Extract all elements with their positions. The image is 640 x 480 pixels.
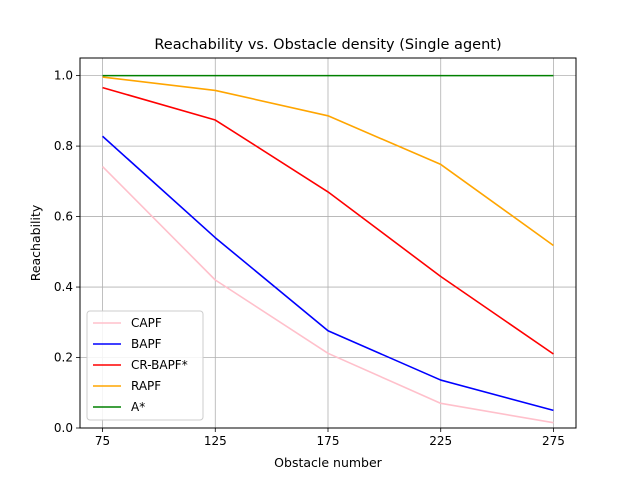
legend-label-rapf: RAPF <box>131 379 161 393</box>
y-tick-label: 0.8 <box>54 139 73 153</box>
x-tick-label: 275 <box>542 434 565 448</box>
legend-box <box>86 310 204 421</box>
y-tick-label: 0.6 <box>54 210 73 224</box>
x-tick-label: 75 <box>95 434 110 448</box>
series-lines <box>101 74 554 424</box>
chart-title: Reachability vs. Obstacle density (Singl… <box>154 37 501 53</box>
x-axis-label: Obstacle number <box>274 455 383 470</box>
y-tick-label: 0.2 <box>54 351 73 365</box>
legend-label-bapf: BAPF <box>131 337 162 351</box>
x-tick-label: 125 <box>204 434 227 448</box>
x-tick-label: 225 <box>429 434 452 448</box>
series-line-bapf <box>102 135 554 412</box>
y-tick-label: 1.0 <box>54 69 73 83</box>
series-line-rapf <box>102 76 554 247</box>
y-axis-label: Reachability <box>28 204 43 281</box>
y-tick-label: 0.4 <box>54 280 73 294</box>
legend-label-a: A* <box>131 400 145 414</box>
series-line-cr-bapf <box>102 86 554 355</box>
x-tick-label: 175 <box>317 434 340 448</box>
legend-label-cr-bapf: CR-BAPF* <box>131 358 188 372</box>
legend-label-capf: CAPF <box>131 316 162 330</box>
series-line-capf <box>101 165 554 424</box>
legend: CAPF BAPF CR-BAPF* RAPF A* <box>86 310 204 421</box>
axis-ticks: 75 125 175 225 275 0.0 0.2 0.4 0.6 0.8 1.0 <box>54 69 565 448</box>
y-tick-label: 0.0 <box>54 421 73 435</box>
